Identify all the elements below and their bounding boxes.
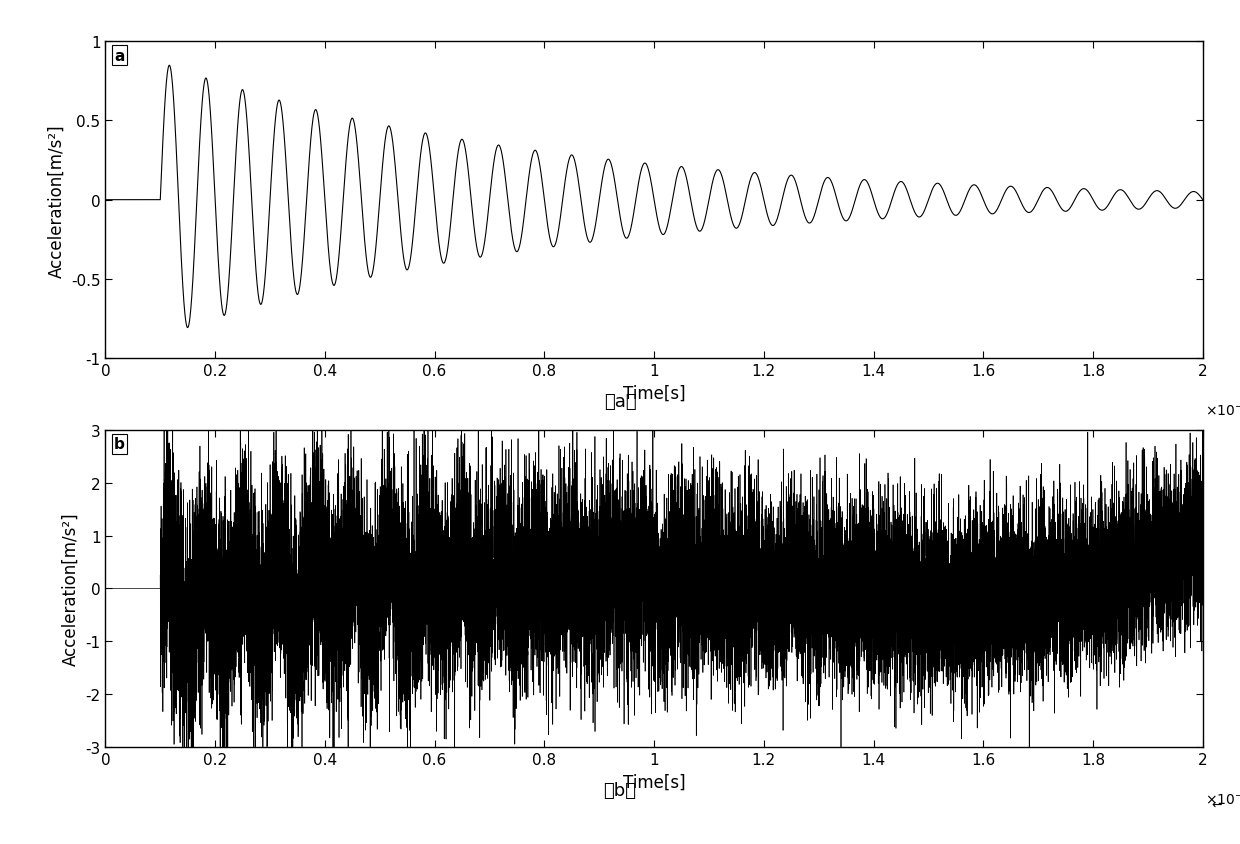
Y-axis label: Acceleration[m/s²]: Acceleration[m/s²] — [62, 512, 79, 665]
Text: $\times10^{-3}$: $\times10^{-3}$ — [1205, 788, 1240, 807]
Text: a: a — [114, 48, 124, 63]
Text: ←: ← — [1211, 798, 1221, 810]
Text: b: b — [114, 436, 125, 452]
X-axis label: Time[s]: Time[s] — [622, 772, 686, 790]
X-axis label: Time[s]: Time[s] — [622, 384, 686, 402]
Text: （a）: （a） — [604, 392, 636, 410]
Text: （b）: （b） — [604, 781, 636, 798]
Y-axis label: Acceleration[m/s²]: Acceleration[m/s²] — [47, 124, 66, 277]
Text: $\times10^{-3}$: $\times10^{-3}$ — [1205, 400, 1240, 419]
